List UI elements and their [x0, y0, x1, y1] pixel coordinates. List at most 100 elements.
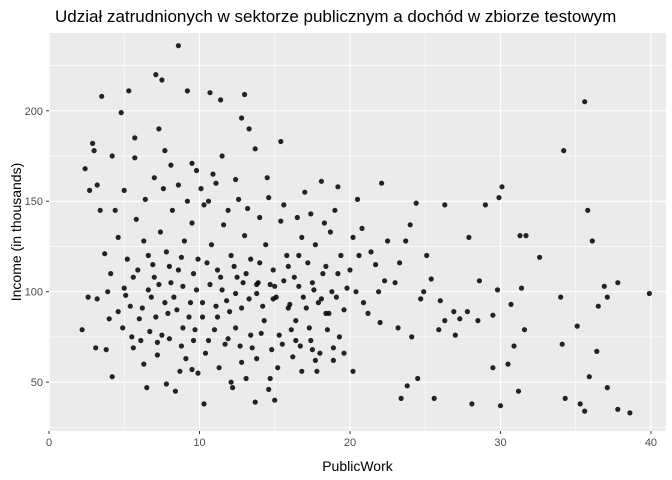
data-point [162, 300, 168, 306]
data-point [184, 198, 190, 204]
y-tick-label: 150 [25, 196, 43, 208]
data-point [305, 260, 311, 266]
data-point [330, 357, 336, 363]
data-point [144, 385, 150, 391]
data-point [324, 327, 330, 333]
data-point [329, 289, 335, 295]
data-point [228, 379, 234, 385]
data-point [236, 196, 242, 202]
data-point [321, 220, 327, 226]
data-point [246, 126, 252, 132]
data-point [214, 314, 221, 320]
data-point [210, 171, 216, 177]
data-point [248, 256, 254, 262]
data-point [147, 328, 153, 335]
data-point [132, 155, 138, 161]
data-point [227, 309, 233, 315]
data-point [365, 310, 371, 316]
data-point [360, 300, 367, 306]
plot-panel [49, 33, 666, 431]
data-point [469, 401, 475, 407]
data-point [437, 298, 443, 304]
data-points [79, 43, 653, 416]
data-point [201, 401, 207, 407]
data-point [258, 330, 264, 336]
data-point [233, 176, 239, 183]
data-point [281, 278, 287, 284]
data-point [246, 296, 252, 302]
data-point [436, 327, 442, 333]
data-point [376, 289, 382, 295]
data-point [312, 242, 318, 248]
data-point [121, 187, 127, 193]
data-point [559, 341, 565, 347]
data-point [121, 285, 127, 291]
data-point [151, 274, 157, 280]
data-point [85, 294, 91, 300]
data-point [187, 300, 194, 306]
data-point [190, 271, 197, 277]
data-point [169, 207, 175, 213]
x-tick-label: 0 [46, 437, 52, 449]
data-point [79, 327, 85, 333]
data-point [428, 276, 434, 282]
data-point [297, 343, 303, 349]
data-point [269, 347, 275, 353]
data-point [279, 341, 285, 347]
data-point [407, 222, 413, 228]
data-point [103, 347, 109, 353]
data-point [93, 345, 99, 351]
data-point [327, 229, 333, 235]
data-point [178, 254, 184, 260]
data-point [385, 238, 391, 244]
data-point [338, 252, 344, 259]
data-point [162, 148, 168, 154]
data-point [123, 292, 129, 298]
data-point [315, 300, 321, 306]
data-point [233, 290, 239, 297]
data-point [177, 368, 183, 374]
data-point [627, 410, 633, 416]
data-point [180, 283, 186, 289]
data-point [308, 337, 314, 344]
data-point [202, 350, 209, 356]
data-point [106, 316, 112, 322]
data-point [335, 184, 341, 190]
x-tick-label: 20 [344, 437, 356, 449]
data-point [231, 263, 237, 269]
data-point [205, 337, 212, 344]
data-point [204, 260, 210, 266]
data-point [273, 294, 279, 300]
data-point [290, 354, 296, 360]
data-point [178, 343, 184, 349]
data-point [523, 233, 529, 239]
data-point [309, 280, 315, 286]
data-point [153, 72, 159, 78]
data-point [318, 178, 324, 184]
data-point [299, 368, 305, 374]
y-tick-label: 50 [31, 377, 43, 389]
data-point [373, 262, 379, 268]
data-point [127, 303, 133, 309]
data-point [379, 180, 385, 186]
data-point [508, 301, 514, 307]
data-point [228, 252, 234, 259]
data-point [442, 318, 448, 324]
data-point [303, 305, 309, 311]
y-tick-label: 100 [25, 287, 43, 299]
data-point [242, 91, 248, 98]
data-point [272, 397, 278, 403]
data-point [582, 408, 588, 414]
data-point [332, 207, 338, 213]
data-point [452, 332, 458, 338]
data-point [218, 274, 224, 280]
data-point [245, 205, 251, 212]
data-point [275, 365, 281, 371]
data-point [558, 294, 564, 300]
data-point [109, 153, 115, 159]
data-point [207, 90, 213, 96]
data-point [254, 281, 260, 288]
data-point [126, 88, 132, 94]
data-point [239, 359, 245, 365]
data-point [199, 314, 206, 320]
